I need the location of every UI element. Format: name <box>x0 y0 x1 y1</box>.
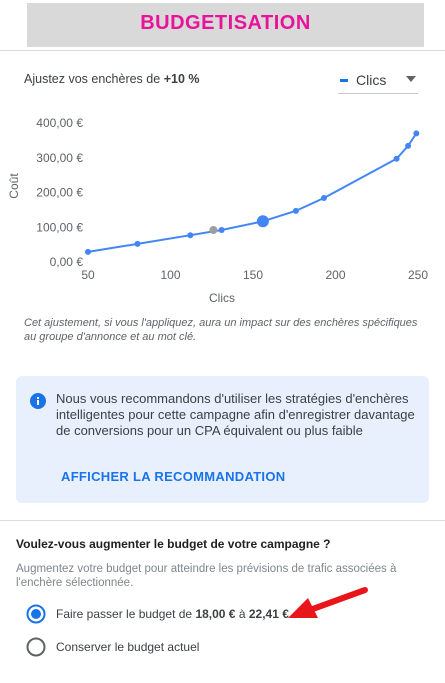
data-point <box>405 142 412 149</box>
red-arrow <box>288 587 368 618</box>
y-tick-label: 0,00 € <box>50 255 84 269</box>
budget-to: 22,41 € <box>248 607 289 621</box>
data-point <box>85 248 91 255</box>
metric-dropdown[interactable]: Clics <box>338 70 418 94</box>
note: Cet ajustement, si vous l'appliquez, aur… <box>24 317 418 343</box>
x-tick-label: 50 <box>81 268 95 282</box>
data-point <box>413 130 420 137</box>
dropdown-value: Clics <box>356 72 387 88</box>
chart: Clics Coût 0,00 € 100,00 € 200,00 € 300,00 … <box>7 116 428 305</box>
option-connector: à <box>238 607 246 621</box>
option-prefix: Faire passer le budget de <box>56 607 193 621</box>
budget-from: 18,00 € <box>195 607 236 621</box>
data-point <box>320 195 327 202</box>
y-tick-label: 300,00 € <box>36 151 83 165</box>
data-point <box>134 240 141 247</box>
dropdown-caret <box>406 76 416 82</box>
cost-line <box>87 132 418 253</box>
data-point <box>393 155 400 162</box>
y-tick-label: 400,00 € <box>36 116 83 130</box>
adjust-label: Ajustez vos enchères de <box>24 72 161 86</box>
radio-unselected[interactable] <box>26 637 46 657</box>
current-point <box>209 225 218 234</box>
x-axis-label: Clics <box>209 291 235 305</box>
x-tick-label: 200 <box>325 268 345 282</box>
radio-selected[interactable] <box>26 604 46 624</box>
recommendation-box: Nous vous recommandons d'utiliser les st… <box>16 376 429 503</box>
info-icon <box>30 393 46 409</box>
option-increase[interactable]: Faire passer le budget de 18,00 € à 22,4… <box>56 607 289 621</box>
budget-help: Augmentez votre budget pour atteindre le… <box>16 563 397 589</box>
budget-question: Voulez-vous augmenter le budget de votre… <box>16 537 331 551</box>
separator <box>0 520 445 521</box>
bid-adjustment: Ajustez vos enchères de +10 % <box>24 72 199 86</box>
recommendation-link[interactable]: AFFICHER LA RECOMMANDATION <box>61 469 286 484</box>
x-tick-label: 100 <box>160 268 180 282</box>
data-point <box>218 226 225 233</box>
y-tick-label: 200,00 € <box>36 186 83 200</box>
separator <box>0 50 445 51</box>
banner-title: BUDGETISATION <box>27 3 424 47</box>
adjust-value: +10 % <box>163 72 200 86</box>
selected-point <box>256 215 269 228</box>
dropdown-swatch <box>340 79 348 82</box>
y-tick-label: 100,00 € <box>36 220 83 234</box>
y-axis-label: Coût <box>7 173 21 199</box>
data-point <box>292 207 299 214</box>
recommendation-text: Nous vous recommandons d'utiliser les st… <box>56 391 415 438</box>
data-point <box>187 232 194 239</box>
x-tick-label: 250 <box>408 268 428 282</box>
option-keep[interactable]: Conserver le budget actuel <box>56 640 200 654</box>
x-tick-label: 150 <box>243 268 263 282</box>
